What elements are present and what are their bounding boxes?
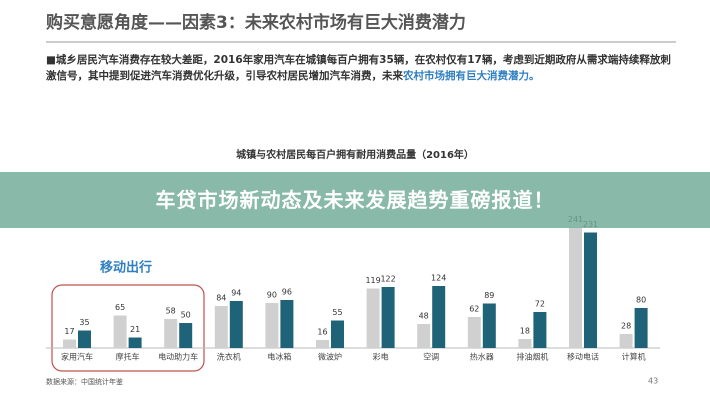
value-label: 84 xyxy=(216,294,226,303)
bar xyxy=(619,334,633,348)
x-tick-label: 热水器 xyxy=(470,352,494,362)
x-tick-label: 微波炉 xyxy=(318,352,342,362)
value-label: 96 xyxy=(282,288,292,297)
value-label: 94 xyxy=(231,289,241,298)
value-label: 21 xyxy=(130,325,140,334)
x-tick-label: 洗衣机 xyxy=(217,352,241,362)
bar xyxy=(533,312,547,348)
chart-title: 城镇与农村居民每百户拥有耐用消费品量（2016年） xyxy=(236,148,474,161)
bar xyxy=(280,300,294,348)
banner: 车贷市场新动态及未来发展趋势重磅报道！ xyxy=(0,172,710,228)
bar xyxy=(584,232,597,348)
group-label: 移动出行 xyxy=(100,260,152,276)
value-label: 55 xyxy=(332,308,342,317)
value-label: 124 xyxy=(431,274,446,283)
bar xyxy=(229,301,243,348)
x-tick-label: 电动助力车 xyxy=(158,352,198,362)
value-label: 28 xyxy=(621,322,631,331)
value-label: 90 xyxy=(267,291,277,300)
bar xyxy=(265,303,279,348)
x-tick-label: 空调 xyxy=(423,352,439,362)
value-label: 89 xyxy=(484,291,494,300)
value-label: 17 xyxy=(64,327,74,336)
bullet-text: ■城乡居民汽车消费存在较大差距，2016年家用汽车在城镇每百户拥有35辆，在农村… xyxy=(46,52,676,84)
bar xyxy=(482,303,496,348)
bar xyxy=(381,287,395,348)
value-label: 72 xyxy=(535,300,545,309)
page-number: 43 xyxy=(648,377,658,386)
bar xyxy=(128,337,142,348)
value-label: 80 xyxy=(636,296,646,305)
bar xyxy=(78,330,91,348)
value-label: 122 xyxy=(380,275,395,284)
bullet-body: ■城乡居民汽车消费存在较大差距，2016年家用汽车在城镇每百户拥有35辆，在农村… xyxy=(46,54,671,82)
value-label: 58 xyxy=(166,307,176,316)
group-box xyxy=(51,284,205,372)
value-label: 50 xyxy=(181,311,191,320)
x-tick-label: 移动电话 xyxy=(567,352,599,362)
x-tick-label: 电冰箱 xyxy=(267,352,291,362)
value-label: 35 xyxy=(79,318,89,327)
value-label: 48 xyxy=(419,312,429,321)
x-tick-label: 家用汽车 xyxy=(61,352,93,362)
bar xyxy=(316,340,329,348)
bar xyxy=(164,319,178,348)
bar xyxy=(331,320,344,348)
bar xyxy=(518,339,532,348)
value-label: 119 xyxy=(365,276,380,285)
value-label: 62 xyxy=(469,305,479,314)
x-tick-label: 排油烟机 xyxy=(516,352,548,362)
bar xyxy=(467,317,481,348)
bar xyxy=(569,227,582,348)
bar xyxy=(179,323,193,348)
bar xyxy=(366,288,380,348)
source: 数据来源：中国统计年鉴 xyxy=(46,377,123,386)
value-label: 16 xyxy=(317,328,327,337)
bar xyxy=(63,339,76,348)
bar xyxy=(432,286,446,348)
bar xyxy=(113,315,127,348)
x-tick-label: 彩电 xyxy=(373,352,389,362)
value-label: 18 xyxy=(520,327,530,336)
value-label: 65 xyxy=(115,303,125,312)
slide-title: 购买意愿角度——因素3：未来农村市场有巨大消费潜力 xyxy=(46,13,466,33)
x-tick-label: 计算机 xyxy=(622,352,646,362)
bar xyxy=(634,308,648,348)
x-tick-label: 摩托车 xyxy=(116,352,140,362)
bar xyxy=(214,306,228,348)
bar xyxy=(417,324,431,348)
bullet-highlight: 农村市场拥有巨大消费潜力。 xyxy=(403,70,540,82)
